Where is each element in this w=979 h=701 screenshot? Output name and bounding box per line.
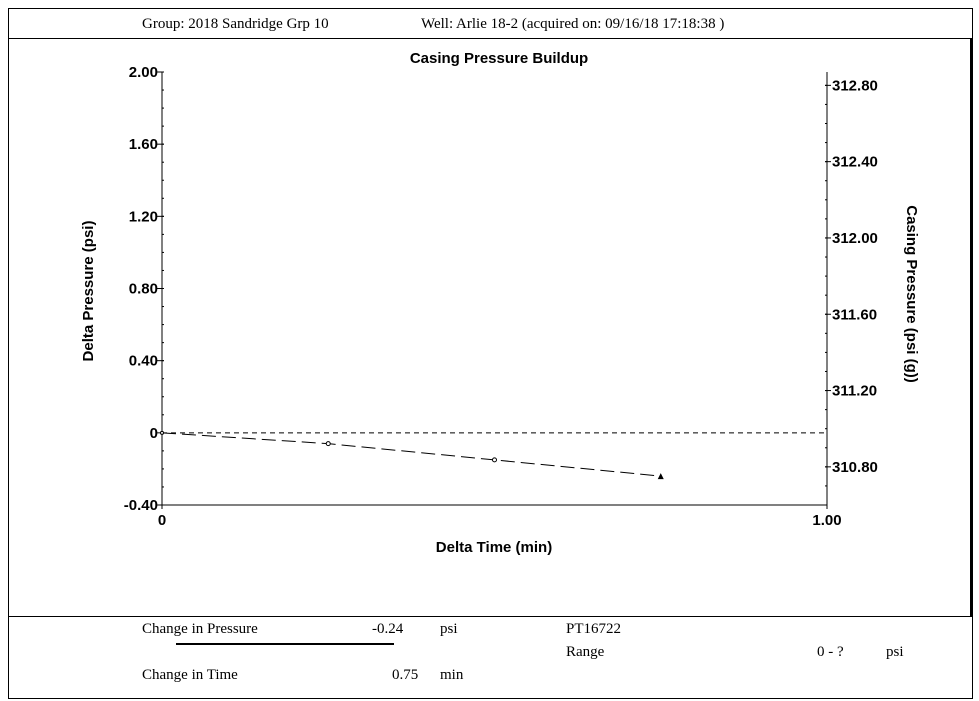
range-label: Range [566, 644, 605, 660]
x-tick-label: 1.00 [812, 512, 841, 529]
y-tick-label: 0.40 [129, 353, 158, 370]
y2-tick-label: 311.20 [832, 383, 877, 400]
y-tick-label: -0.40 [124, 497, 158, 514]
series-line [161, 432, 661, 477]
change-time-value: 0.75 [392, 667, 419, 683]
y2-tick-label: 312.40 [832, 154, 878, 171]
y-tick-label: 0 [150, 425, 158, 442]
y-axis-label: Delta Pressure (psi) [80, 221, 97, 362]
axes: 2.001.601.200.800.400-0.40312.80312.4031… [124, 64, 878, 529]
sensor-id: PT16722 [566, 621, 622, 637]
range-unit: psi [886, 644, 904, 660]
change-pressure-label: Change in Pressure [142, 621, 258, 637]
change-time-label: Change in Time [142, 667, 238, 683]
data-point [160, 430, 164, 435]
y2-tick-label: 311.60 [832, 306, 877, 323]
change-pressure-value: -0.24 [372, 621, 404, 637]
group-label: Group: 2018 Sandridge Grp 10 [142, 16, 329, 32]
y-tick-label: 2.00 [129, 64, 158, 81]
well-label: Well: Arlie 18-2 (acquired on: 09/16/18 … [421, 16, 725, 32]
y-tick-label: 1.20 [129, 208, 158, 225]
y-tick-label: 0.80 [129, 281, 158, 298]
report-frame: Group: 2018 Sandridge Grp 10 Well: Arlie… [8, 8, 973, 699]
y-tick-label: 1.60 [129, 136, 158, 153]
casing-pressure-chart: Casing Pressure Buildup 2.00 1.60 1.20 0.80… [80, 50, 920, 556]
report-header: Group: 2018 Sandridge Grp 10 Well: Arlie… [9, 9, 972, 39]
plot-panel: Casing Pressure Buildup 2.00 1.60 1.20 0.80… [9, 39, 972, 617]
range-value: 0 - ? [817, 644, 844, 660]
y2-tick-label: 312.00 [832, 230, 878, 247]
x-tick-label: 0 [158, 512, 166, 529]
y2-axis-label: Casing Pressure (psi (g)) [903, 205, 920, 383]
change-time-unit: min [440, 667, 464, 683]
data-point [492, 457, 497, 463]
chart-title: Casing Pressure Buildup [410, 50, 588, 67]
y2-tick-label: 312.80 [832, 77, 878, 94]
x-axis-label: Delta Time (min) [436, 539, 552, 556]
data-point [657, 473, 664, 480]
data-point [325, 441, 331, 447]
summary-underline [176, 643, 394, 645]
y2-tick-label: 310.80 [832, 459, 878, 476]
change-pressure-unit: psi [440, 621, 458, 637]
